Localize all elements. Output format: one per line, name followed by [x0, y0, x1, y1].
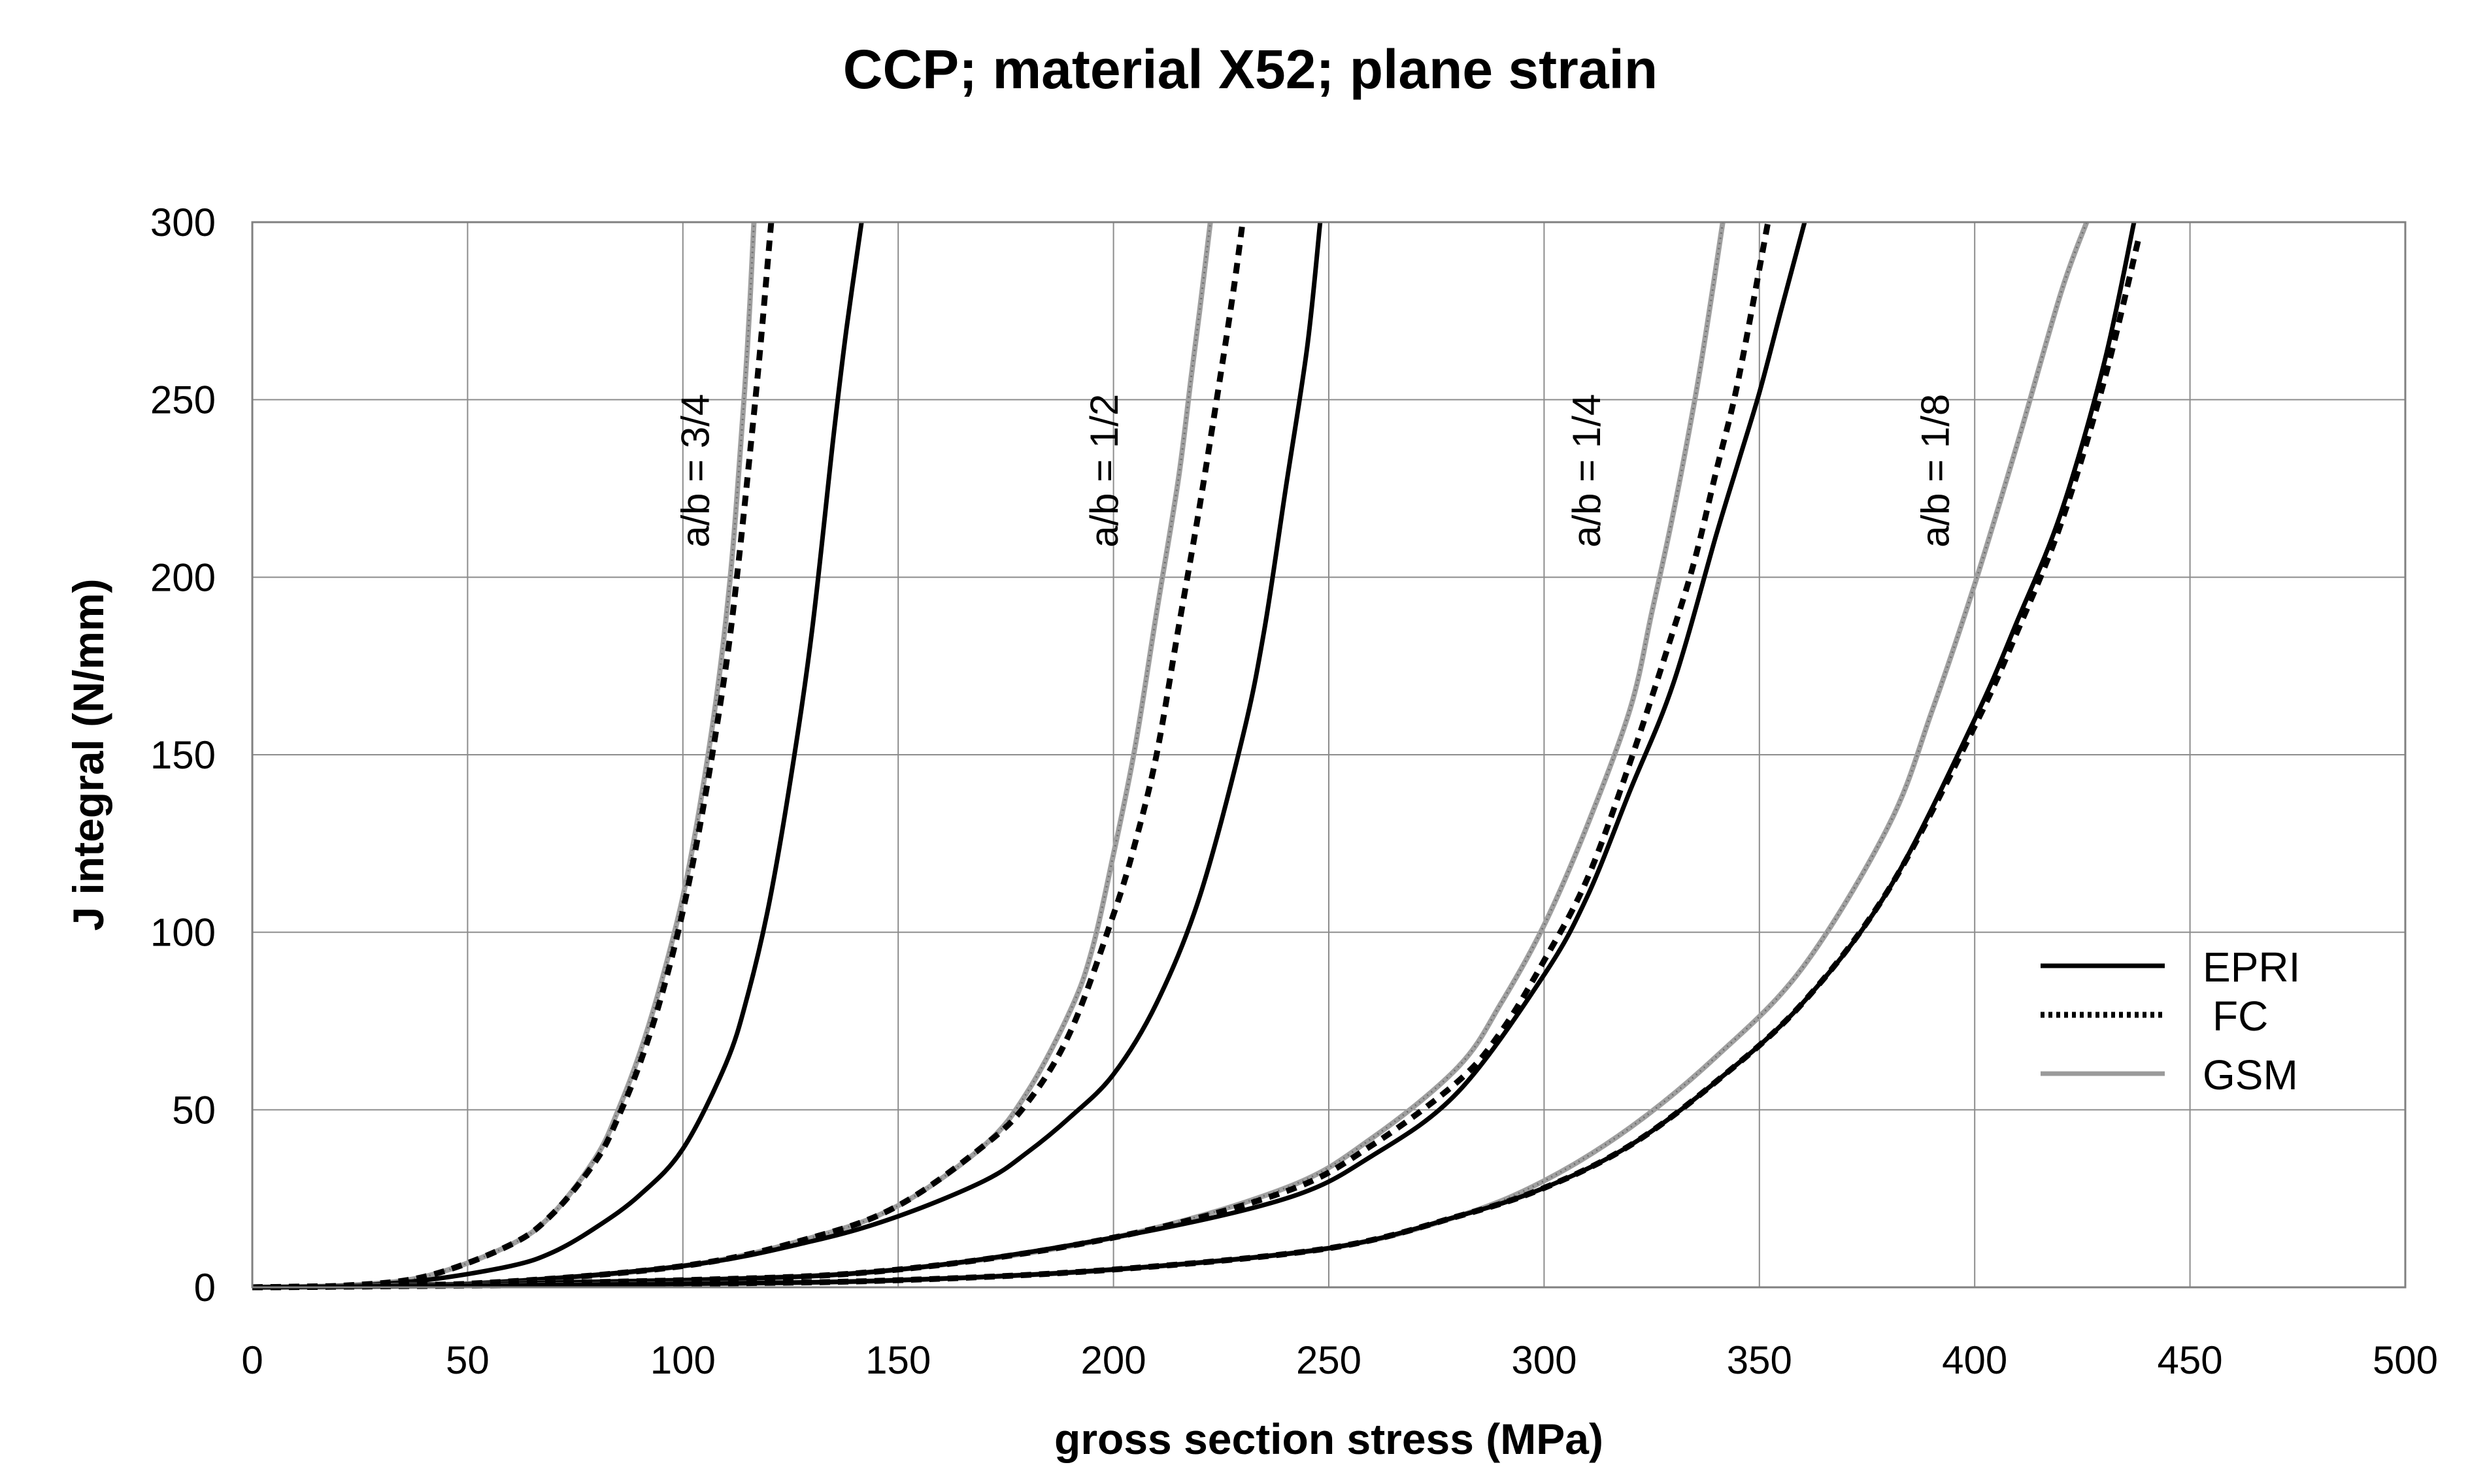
x-tick-label: 450 [2158, 1338, 2223, 1382]
y-tick-label: 150 [150, 733, 216, 777]
series-layer [252, 221, 2141, 1291]
series-line-epri-group-2 [252, 222, 1807, 1290]
x-tick-label: 50 [446, 1338, 490, 1382]
curve-group-label: a/b = 1/8 [1914, 394, 1958, 548]
y-tick-label: 200 [150, 555, 216, 599]
legend-gsm-label: GSM [2203, 1051, 2298, 1098]
x-axis-label: gross section stress (MPa) [1054, 1415, 1603, 1463]
curve-group-label: a/b = 3/4 [673, 394, 717, 548]
x-tick-label: 300 [1511, 1338, 1577, 1382]
plot-frame [251, 221, 2407, 1289]
series-line-gsm-dots-group-1 [252, 222, 1212, 1289]
series-line-fc-group-2 [252, 222, 1771, 1291]
y-tick-label: 50 [172, 1088, 216, 1132]
x-tick-label: 150 [865, 1338, 931, 1382]
x-tick-label: 200 [1081, 1338, 1146, 1382]
series-line-fc-group-0 [252, 222, 775, 1291]
x-tick-label: 0 [241, 1338, 263, 1382]
y-tick-label: 0 [194, 1266, 216, 1310]
curve-group-label: a/b = 1/2 [1082, 394, 1126, 548]
curve-group-label: a/b = 1/4 [1565, 394, 1609, 548]
legend: EPRI FC GSM [2041, 944, 2300, 1098]
series-line-epri-group-3 [252, 222, 2137, 1290]
series-line-fc-group-3 [252, 239, 2141, 1291]
legend-fc-label: FC [2212, 993, 2268, 1040]
x-tick-label: 250 [1296, 1338, 1361, 1382]
annotations: a/b = 3/4 a/b = 1/2 a/b = 1/4 a/b = 1/8 [673, 394, 1957, 548]
y-axis-label: J integral (N/mm) [64, 578, 112, 931]
y-tick-label: 250 [150, 378, 216, 422]
x-tick-label: 500 [2373, 1338, 2438, 1382]
y-tick-label: 300 [150, 201, 216, 244]
y-tick-labels: 0 50 100 150 200 250 300 [150, 201, 216, 1310]
grid [252, 222, 2406, 1288]
legend-epri-label: EPRI [2203, 944, 2300, 991]
chart-title: CCP; material X52; plane strain [843, 39, 1658, 100]
x-tick-label: 100 [650, 1338, 716, 1382]
x-tick-label: 400 [1942, 1338, 2007, 1382]
x-tick-label: 350 [1727, 1338, 1792, 1382]
series-line-epri-group-1 [252, 222, 1323, 1290]
series-line-epri-group-0 [252, 222, 864, 1290]
y-tick-label: 100 [150, 911, 216, 955]
x-tick-labels: 0 50 100 150 200 250 300 350 400 450 500 [241, 1338, 2438, 1382]
